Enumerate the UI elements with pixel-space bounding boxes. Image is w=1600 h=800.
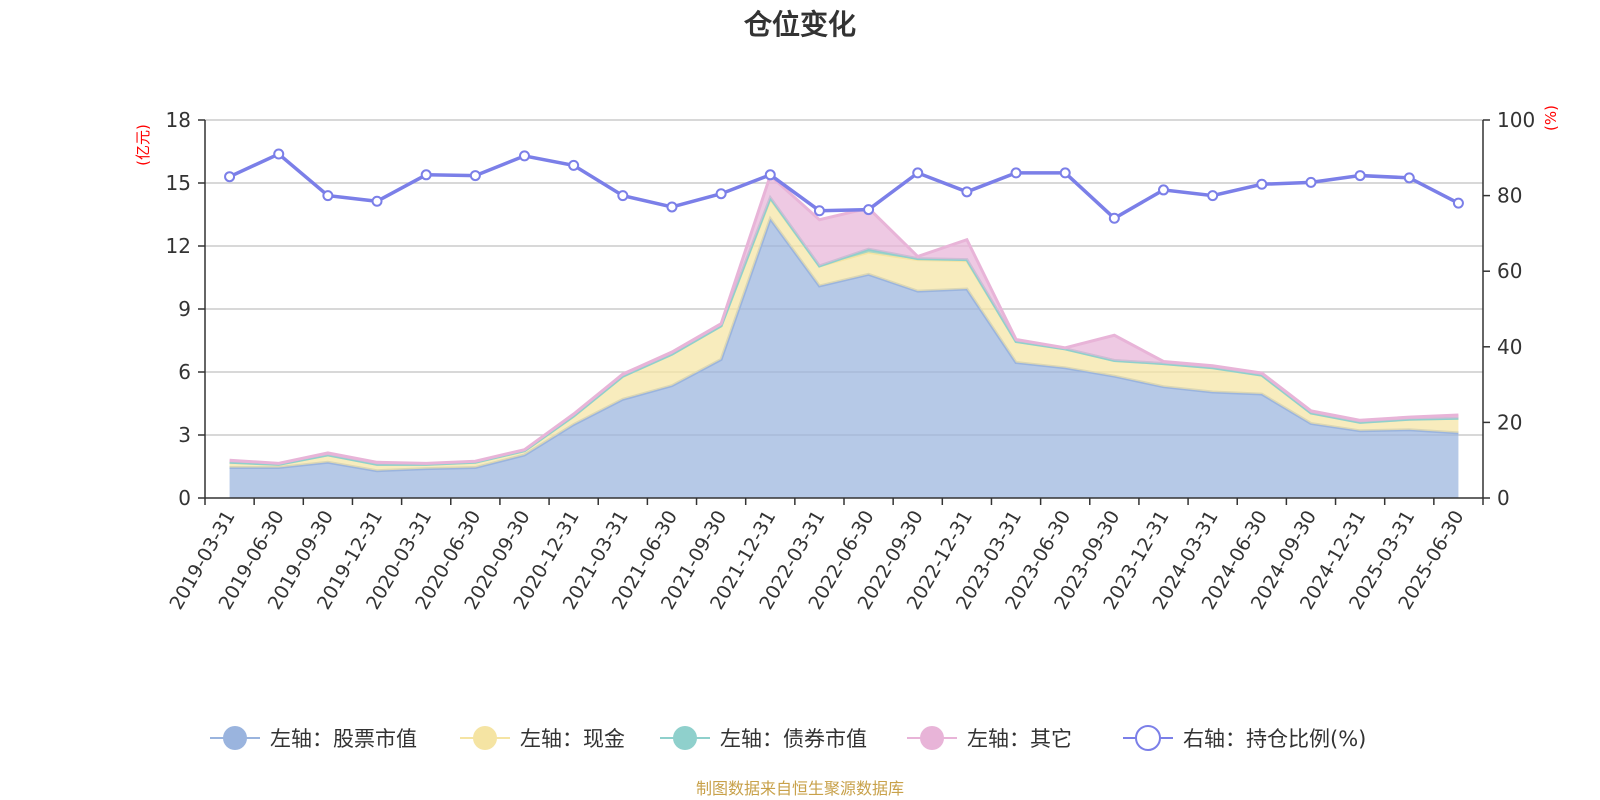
legend-label: 左轴：股票市值 [270,727,417,751]
right-tick-label: 80 [1497,184,1522,208]
legend: 左轴：股票市值 左轴：现金 左轴：债券市值 左轴：其它 右轴：持仓比例(%) [210,725,1366,751]
legend-item: 左轴：现金 [460,726,625,751]
chart-title: 仓位变化 [744,8,856,41]
legend-marker [473,726,497,750]
right-axis-unit: (%) [1542,105,1560,131]
ratio-point [1403,172,1415,184]
left-tick-label: 18 [166,108,191,132]
right-tick-label: 60 [1497,259,1522,283]
left-tick-label: 12 [166,234,191,258]
ratio-point [1108,212,1120,224]
ratio-point [863,204,875,216]
ratio-point [224,171,236,183]
legend-marker [673,726,697,750]
ratio-point [666,201,678,213]
ratio-point [1207,190,1219,202]
ratio-point [1305,176,1317,188]
ratio-point [568,159,580,171]
ratio-point [912,167,924,179]
ratio-point [1059,167,1071,179]
legend-label: 左轴：债券市值 [720,727,867,751]
right-tick-label: 40 [1497,335,1522,359]
left-tick-label: 15 [166,171,191,195]
ratio-point [420,169,432,181]
area-fill [229,175,1459,465]
ratio-point [1010,167,1022,179]
left-axis-unit: (亿元) [134,124,152,166]
left-tick-label: 0 [178,486,191,510]
ratio-point [469,170,481,182]
legend-marker [920,726,944,750]
ratio-point [1158,184,1169,196]
ratio-point [371,195,383,207]
left-tick-label: 9 [178,297,191,321]
ratio-point [715,188,727,200]
legend-label: 左轴：现金 [520,727,625,751]
ratio-line [224,148,1464,224]
ratio-point [617,190,629,202]
ratio-point [764,169,776,181]
ratio-point [1452,197,1464,209]
area-series [229,173,1459,465]
legend-label: 左轴：其它 [967,727,1072,751]
ratio-point [1354,170,1366,182]
stacked-areas [229,173,1459,498]
legend-marker [223,726,247,750]
ratio-point [813,205,825,217]
ratio-point [961,186,973,198]
area-top-line [229,173,1459,465]
left-tick-label: 6 [178,360,191,384]
legend-item: 左轴：其它 [907,726,1072,751]
legend-marker [1135,725,1161,751]
data-source-note: 制图数据来自恒生聚源数据库 [696,779,904,798]
ratio-line-path [228,151,1460,221]
legend-label: 右轴：持仓比例(%) [1183,727,1366,751]
ratio-point [273,148,285,160]
right-tick-label: 0 [1497,486,1510,510]
legend-item: 左轴：债券市值 [660,726,867,751]
ratio-point [519,150,530,162]
right-tick-label: 20 [1497,410,1522,434]
legend-item: 右轴：持仓比例(%) [1123,725,1366,751]
ratio-point [322,190,334,202]
area-fill [229,218,1459,498]
left-tick-label: 3 [178,423,191,447]
right-tick-label: 100 [1497,108,1535,132]
legend-item: 左轴：股票市值 [210,726,417,751]
ratio-point [1256,178,1268,190]
